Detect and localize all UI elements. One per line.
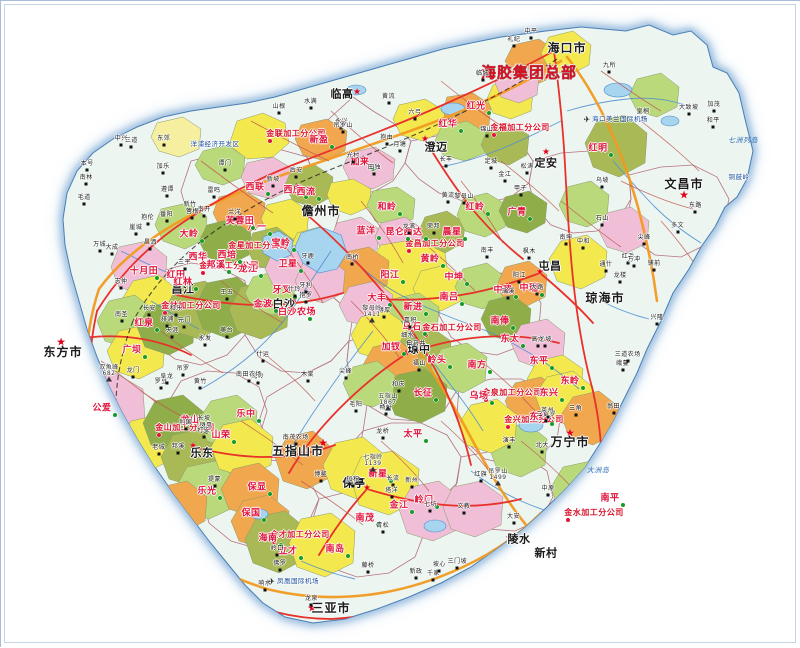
rivers	[120, 97, 702, 580]
